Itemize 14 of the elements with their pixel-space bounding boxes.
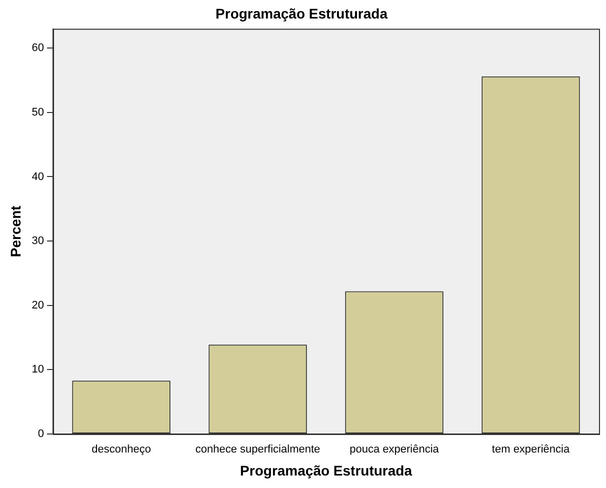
- y-tick-label: 60: [32, 42, 44, 54]
- x-axis-title: Programação Estruturada: [240, 462, 412, 478]
- x-tick-label: pouca experiência: [350, 444, 440, 456]
- y-tick-label: 20: [32, 299, 44, 312]
- y-tick-label: 30: [32, 235, 44, 248]
- chart-title: Programação Estruturada: [216, 5, 388, 22]
- y-tick-label: 40: [32, 170, 44, 183]
- x-tick-label: desconheço: [92, 444, 151, 456]
- y-tick-label: 0: [38, 428, 44, 440]
- y-tick-label: 10: [32, 364, 44, 376]
- y-axis-title: Percent: [7, 205, 24, 258]
- y-tick-label: 50: [32, 106, 44, 118]
- x-tick-label: tem experiência: [492, 444, 570, 456]
- x-tick-label: conhece superficialmente: [195, 444, 320, 456]
